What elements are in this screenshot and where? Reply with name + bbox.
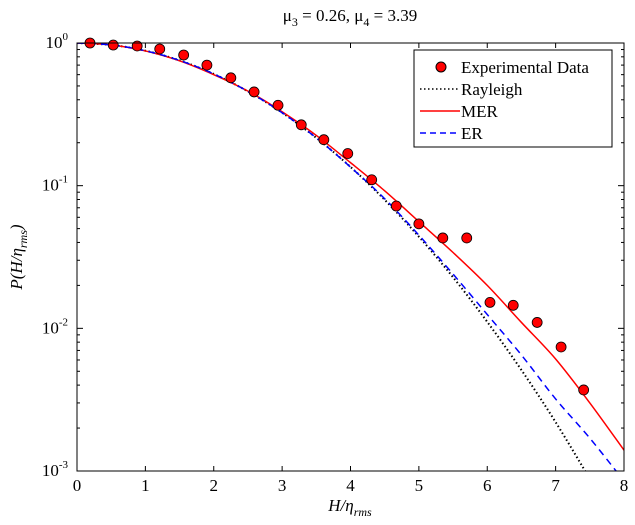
data-point [248,86,260,98]
x-tick-label: 4 [346,476,355,495]
data-point [578,384,590,396]
data-point [295,119,307,131]
x-tick-label: 6 [483,476,492,495]
data-point [342,148,354,159]
data-point [484,296,496,308]
series-line-er [77,43,618,471]
x-tick-label: 5 [415,476,424,495]
data-point [531,317,543,328]
chart-title: μ3 = 0.26, μ4 = 3.39 [283,6,417,29]
y-tick-label: 100 [46,31,69,52]
data-point [390,200,402,212]
data-point [154,43,166,55]
y-axis-label: P(H/ηrms) [7,224,30,291]
data-point [507,299,519,311]
data-point [201,59,213,71]
legend-label-mer: MER [461,102,499,121]
data-point [272,99,284,111]
x-tick-label: 1 [141,476,150,495]
plot-frame [76,42,625,472]
legend-label-rayleigh: Rayleigh [461,80,523,99]
x-tick-label: 3 [278,476,287,495]
legend: Experimental Data Rayleigh MER ER [413,49,613,148]
data-point [413,218,425,230]
data-point [555,341,567,353]
series-line-mer [77,43,624,451]
legend-marker-experimental [435,61,447,73]
x-tick-label: 8 [620,476,629,495]
legend-label-experimental: Experimental Data [461,58,589,77]
data-point [366,174,378,186]
data-point [437,232,449,244]
y-tick-label: 10-3 [42,459,69,480]
x-tick-label: 2 [210,476,219,495]
data-point [225,72,237,84]
data-point [107,39,119,51]
x-tick-label: 0 [73,476,82,495]
data-point [318,134,330,146]
legend-label-er: ER [461,124,483,143]
data-point [461,232,473,244]
x-tick-label: 7 [551,476,560,495]
data-point [178,49,190,61]
x-axis-label: H/ηrms [327,496,372,519]
data-point [131,40,143,52]
y-tick-label: 10-2 [42,316,68,337]
y-tick-label: 10-1 [42,174,68,195]
